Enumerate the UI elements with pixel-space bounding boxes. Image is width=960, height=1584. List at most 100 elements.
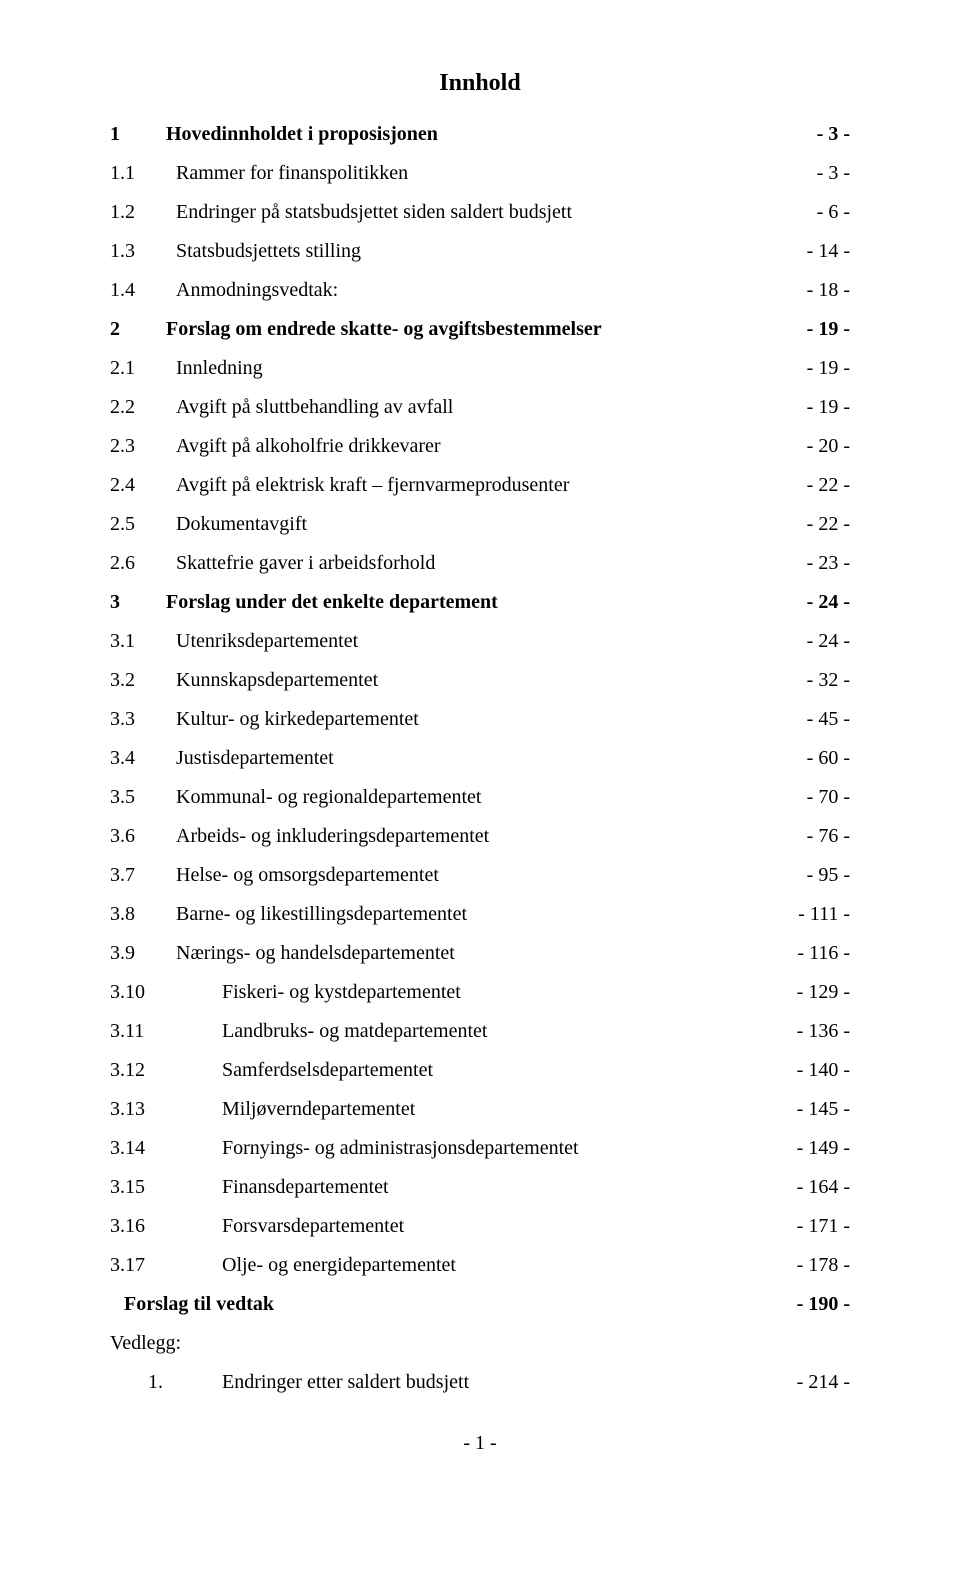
toc-entry: 2.3Avgift på alkoholfrie drikkevarer - 20… xyxy=(110,427,850,466)
toc-entry-number: 1 xyxy=(110,115,166,154)
toc-entry-number: 3.9 xyxy=(110,934,176,973)
toc-entry-label: Avgift på alkoholfrie drikkevarer xyxy=(176,427,441,466)
toc-entry-label: Finansdepartementet xyxy=(222,1168,389,1207)
toc-entry-label: Landbruks- og matdepartementet xyxy=(222,1012,487,1051)
toc-entry-number: 3.5 xyxy=(110,778,176,817)
toc-entry-page: - 6 - xyxy=(817,193,850,232)
toc-entry-page: - 20 - xyxy=(807,427,850,466)
toc-entry-page: - 19 - xyxy=(807,349,850,388)
toc-entry-page: - 45 - xyxy=(807,700,850,739)
toc-entry: 3.1Utenriksdepartementet- 24 - xyxy=(110,622,850,661)
toc-entry: 2.2Avgift på sluttbehandling av avfall- … xyxy=(110,388,850,427)
toc-entry-page: - 23 - xyxy=(807,544,850,583)
toc-entry: 1.2Endringer på statsbudsjettet siden sa… xyxy=(110,193,850,232)
toc-entry-label: Statsbudsjettets stilling xyxy=(176,232,361,271)
toc-entry-page: - 164 - xyxy=(797,1168,850,1207)
toc-entry-page: - 24 - xyxy=(807,622,850,661)
toc-entry-label: Utenriksdepartementet xyxy=(176,622,358,661)
toc-entry-page: - 19 - xyxy=(807,310,850,349)
vedlegg-entry-label: Endringer etter saldert budsjett xyxy=(222,1363,469,1402)
toc-entry-page: - 95 - xyxy=(807,856,850,895)
toc-entry-page: - 70 - xyxy=(807,778,850,817)
toc-entry: 3.8Barne- og likestillingsdepartementet -… xyxy=(110,895,850,934)
vedlegg-entry-number: 1. xyxy=(148,1363,222,1402)
toc-entry-label: Rammer for finanspolitikken xyxy=(176,154,408,193)
vedlegg-body: 1.Endringer etter saldert budsjett - 214 … xyxy=(110,1363,850,1402)
toc-entry-label: Forslag til vedtak xyxy=(124,1285,274,1324)
toc-entry-page: - 136 - xyxy=(797,1012,850,1051)
toc-entry: 2Forslag om endrede skatte- og avgiftsbe… xyxy=(110,310,850,349)
toc-entry-page: - 149 - xyxy=(797,1129,850,1168)
toc-entry-number: 2.3 xyxy=(110,427,176,466)
toc-entry-number: 3.7 xyxy=(110,856,176,895)
toc-entry: 2.5Dokumentavgift - 22 - xyxy=(110,505,850,544)
toc-entry-label: Kommunal- og regionaldepartementet xyxy=(176,778,481,817)
vedlegg-entry-page: - 214 - xyxy=(797,1363,850,1402)
toc-entry-page: - 116 - xyxy=(797,934,850,973)
toc-entry-label: Avgift på sluttbehandling av avfall xyxy=(176,388,453,427)
toc-entry-number: 3 xyxy=(110,583,166,622)
toc-entry: 3.4Justisdepartementet- 60 - xyxy=(110,739,850,778)
toc-entry-page: - 178 - xyxy=(797,1246,850,1285)
toc-entry-number: 2.2 xyxy=(110,388,176,427)
toc-entry-page: - 3 - xyxy=(817,115,850,154)
toc-entry-number: 1.3 xyxy=(110,232,176,271)
toc-entry-number: 2.5 xyxy=(110,505,176,544)
toc-entry-label: Justisdepartementet xyxy=(176,739,334,778)
toc-entry-label: Skattefrie gaver i arbeidsforhold xyxy=(176,544,435,583)
toc-entry: 3.5Kommunal- og regionaldepartementet - 7… xyxy=(110,778,850,817)
vedlegg-entry: 1.Endringer etter saldert budsjett - 214 … xyxy=(110,1363,850,1402)
toc-entry-page: - 60 - xyxy=(807,739,850,778)
toc-entry-label: Innledning xyxy=(176,349,263,388)
toc-entry-page: - 14 - xyxy=(807,232,850,271)
toc-entry-page: - 145 - xyxy=(797,1090,850,1129)
toc-entry: 2.1Innledning- 19 - xyxy=(110,349,850,388)
toc-entry-number: 2.4 xyxy=(110,466,176,505)
toc-entry: 3.7Helse- og omsorgsdepartementet - 95 - xyxy=(110,856,850,895)
toc-entry-page: - 111 - xyxy=(798,895,850,934)
toc-entry: 3.6Arbeids- og inkluderingsdepartementet… xyxy=(110,817,850,856)
toc-entry-page: - 18 - xyxy=(807,271,850,310)
toc-entry-number: 3.11 xyxy=(110,1012,194,1051)
toc-entry: 3.13 Miljøverndepartementet - 145 - xyxy=(110,1090,850,1129)
toc-entry-page: - 190 - xyxy=(797,1285,850,1324)
toc-entry-page: - 171 - xyxy=(797,1207,850,1246)
toc-entry-number: 3.3 xyxy=(110,700,176,739)
toc-entry-number: 1.4 xyxy=(110,271,176,310)
toc-entry: 3Forslag under det enkelte departement- … xyxy=(110,583,850,622)
toc-entry-label: Helse- og omsorgsdepartementet xyxy=(176,856,439,895)
toc-entry-number: 3.8 xyxy=(110,895,176,934)
toc-entry: 1.3Statsbudsjettets stilling - 14 - xyxy=(110,232,850,271)
toc-entry-page: - 3 - xyxy=(817,154,850,193)
toc-entry-page: - 22 - xyxy=(807,505,850,544)
vedlegg-heading: Vedlegg: xyxy=(110,1324,850,1363)
toc-entry-number: 3.13 xyxy=(110,1090,194,1129)
toc-entry-label: Kultur- og kirkedepartementet xyxy=(176,700,419,739)
toc-entry-label: Dokumentavgift xyxy=(176,505,307,544)
toc-entry-label: Fornyings- og administrasjonsdepartement… xyxy=(222,1129,579,1168)
toc-entry-label: Anmodningsvedtak: xyxy=(176,271,338,310)
toc-entry-label: Miljøverndepartementet xyxy=(222,1090,415,1129)
toc-entry-number: 2 xyxy=(110,310,166,349)
toc-entry-label: Endringer på statsbudsjettet siden salde… xyxy=(176,193,572,232)
toc-entry: 3.3Kultur- og kirkedepartementet - 45 - xyxy=(110,700,850,739)
toc-entry-number: 3.16 xyxy=(110,1207,194,1246)
toc-entry-label: Hovedinnholdet i proposisjonen xyxy=(166,115,438,154)
toc-entry-page: - 140 - xyxy=(797,1051,850,1090)
toc-entry: 2.4Avgift på elektrisk kraft – fjernvarm… xyxy=(110,466,850,505)
toc-entry-number: 3.10 xyxy=(110,973,194,1012)
toc-entry: 1.4Anmodningsvedtak: - 18 - xyxy=(110,271,850,310)
toc-entry-label: Fiskeri- og kystdepartementet xyxy=(222,973,461,1012)
toc-entry-number: 1.1 xyxy=(110,154,176,193)
toc-entry: 3.17Olje- og energidepartementet- 178 - xyxy=(110,1246,850,1285)
toc-entry: 3.12Samferdselsdepartementet- 140 - xyxy=(110,1051,850,1090)
toc-entry: 3.15Finansdepartementet- 164 - xyxy=(110,1168,850,1207)
toc-entry-label: Barne- og likestillingsdepartementet xyxy=(176,895,467,934)
toc-entry: 3.10Fiskeri- og kystdepartementet- 129 - xyxy=(110,973,850,1012)
toc-entry-number: 2.6 xyxy=(110,544,176,583)
toc-entry-number: 1.2 xyxy=(110,193,176,232)
toc-entry-label: Arbeids- og inkluderingsdepartementet xyxy=(176,817,489,856)
toc-body: 1Hovedinnholdet i proposisjonen - 3 - 1.1R… xyxy=(110,115,850,1324)
toc-entry: Forslag til vedtak - 190 - xyxy=(110,1285,850,1324)
toc-entry-page: - 76 - xyxy=(807,817,850,856)
